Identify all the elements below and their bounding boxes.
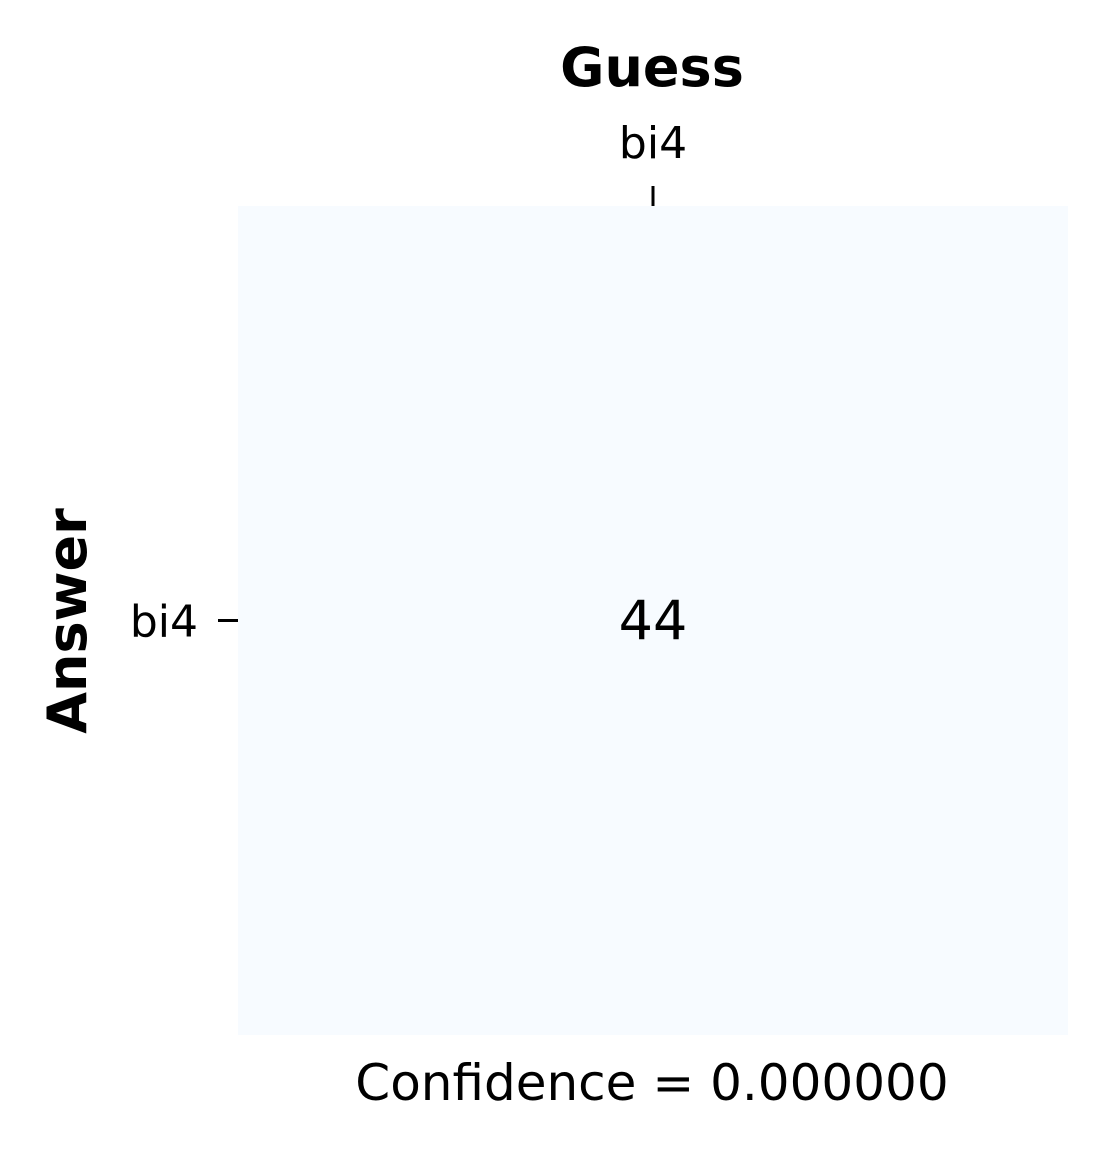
x-tick-label: bi4	[619, 118, 687, 169]
y-axis-title: Answer	[36, 508, 99, 734]
cell-value-label: 44	[619, 590, 688, 653]
heatmap-cell	[238, 206, 1068, 1035]
x-axis-title: Guess	[560, 36, 744, 99]
heatmap-cells: 44	[238, 206, 1068, 1035]
y-axis-ticks: bi4	[130, 597, 238, 648]
y-tick-label: bi4	[130, 597, 198, 648]
confidence-label: Confidence = 0.000000	[355, 1054, 948, 1112]
x-axis-ticks: bi4	[619, 118, 687, 206]
